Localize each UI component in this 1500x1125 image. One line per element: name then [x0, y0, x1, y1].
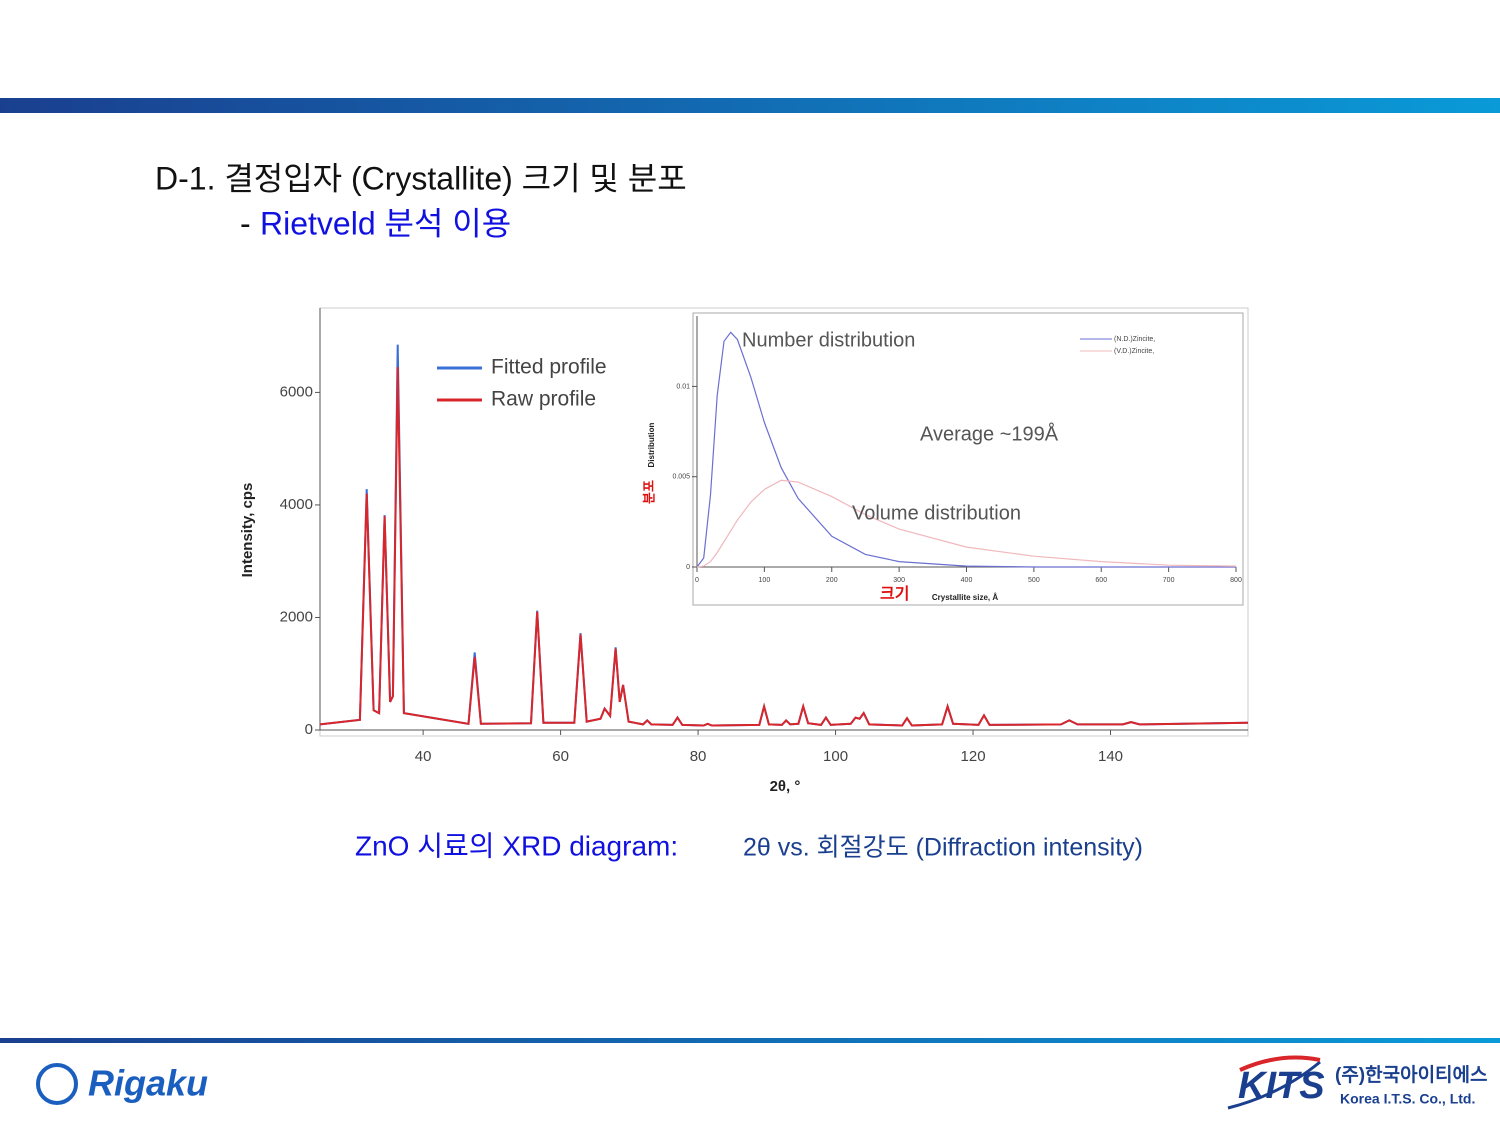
x-tick-label: 600 [1095, 577, 1107, 584]
x-tick-label: 500 [1028, 577, 1040, 584]
x-tick-label: 60 [552, 748, 569, 765]
series-line [696, 479, 1237, 568]
subtitle-dash: - [240, 205, 251, 241]
y-note: 분포 [641, 480, 656, 504]
footer-bar [0, 1038, 1500, 1043]
y-tick-label: 0 [686, 564, 690, 571]
kits-swoosh [1227, 1060, 1321, 1110]
kits-logo: KITS [1238, 1065, 1325, 1107]
legend-label: (N.D.)Zincite, [1114, 336, 1155, 343]
x-tick-label: 800 [1230, 577, 1242, 584]
series-line [696, 331, 1236, 568]
kits-sub: Korea I.T.S. Co., Ltd. [1340, 1091, 1475, 1107]
x-tick-label: 700 [1163, 577, 1175, 584]
y-axis-label: Distribution [647, 422, 656, 467]
x-tick-label: 400 [961, 577, 973, 584]
rigaku-icon [36, 1063, 78, 1105]
annotation: Volume distribution [852, 502, 1021, 524]
y-tick-label: 0.005 [672, 474, 690, 481]
x-tick-label: 120 [961, 748, 986, 765]
annotation: Average ~199Å [920, 422, 1059, 445]
x-tick-label: 200 [826, 577, 838, 584]
x-tick-label: 100 [823, 748, 848, 765]
title: D-1. 결정입자 (Crystallite) 크기 및 분포 [155, 160, 687, 196]
x-note: 크기 [880, 585, 909, 603]
legend-label: Raw profile [491, 388, 596, 411]
legend-label: Fitted profile [491, 356, 607, 379]
rigaku-logo: Rigaku [88, 1063, 208, 1104]
x-tick-label: 80 [690, 748, 707, 765]
series-line [319, 367, 1249, 727]
y-tick-label: 6000 [280, 383, 313, 400]
x-tick-label: 300 [893, 577, 905, 584]
y-tick-label: 4000 [280, 496, 313, 513]
x-axis-label: 2θ, ° [770, 778, 801, 795]
subtitle: Rietveld 분석 이용 [260, 205, 511, 241]
y-axis-label: Intensity, cps [239, 483, 256, 578]
x-tick-label: 100 [759, 577, 771, 584]
legend-label: (V.D.)Zincite, [1114, 348, 1154, 355]
x-tick-label: 0 [695, 577, 699, 584]
caption-detail: 2θ vs. 회절강도 (Diffraction intensity) [743, 834, 1143, 862]
x-axis-label: Crystallite size, Å [932, 593, 998, 602]
x-tick-label: 40 [415, 748, 432, 765]
y-tick-label: 0.01 [676, 383, 690, 390]
caption-main: ZnO 시료의 XRD diagram: [355, 830, 678, 861]
kits-name: (주)한국아이티에스 [1335, 1064, 1488, 1086]
y-tick-label: 0 [305, 721, 313, 738]
x-tick-label: 140 [1098, 748, 1123, 765]
inset-frame [692, 312, 1244, 606]
y-tick-label: 2000 [280, 608, 313, 625]
kits-swoosh-red [1239, 1055, 1321, 1072]
annotation: Number distribution [742, 329, 915, 351]
header-bar [0, 98, 1500, 113]
